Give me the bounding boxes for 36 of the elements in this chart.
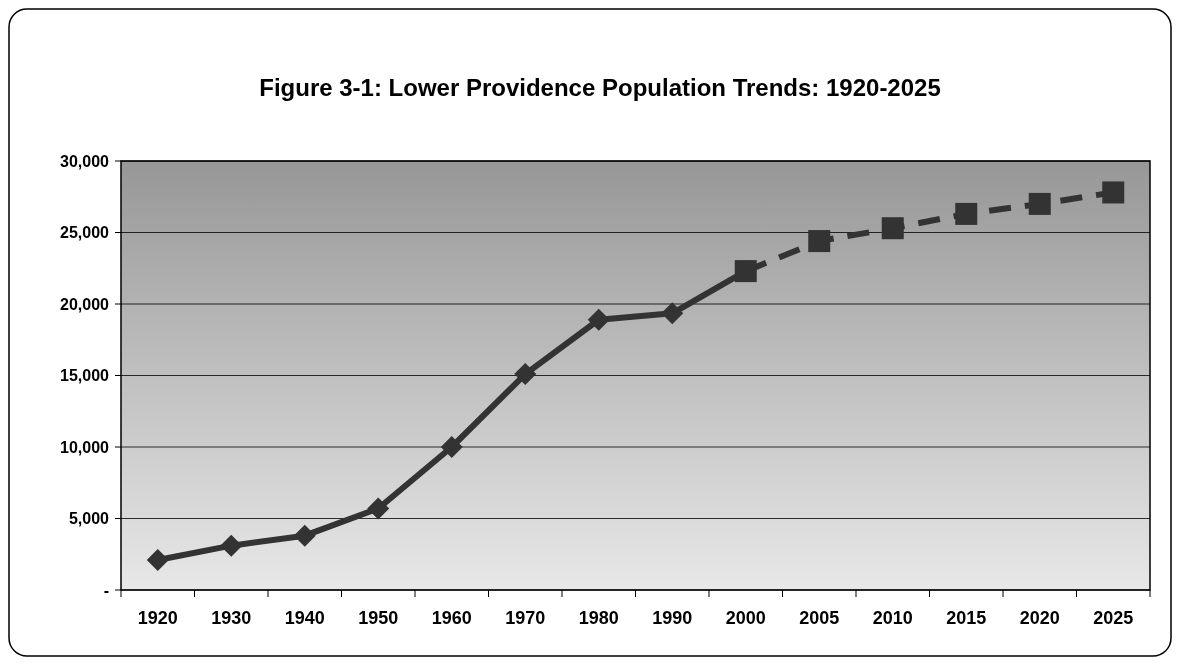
x-tick-label: 2025 <box>1093 608 1134 628</box>
x-tick-label: 1920 <box>137 608 178 628</box>
point <box>514 363 537 386</box>
y-tick-label: 10,000 <box>60 438 110 456</box>
y-tick-label: 30,000 <box>60 152 110 170</box>
y-tick-label: 5,000 <box>68 510 110 528</box>
x-tick-label: 1970 <box>505 608 546 628</box>
x-tick-label: 2005 <box>799 608 840 628</box>
point <box>661 302 684 325</box>
point <box>955 202 978 225</box>
point <box>440 436 463 458</box>
x-tick-label: 2020 <box>1019 608 1060 628</box>
x-tick-label: 2000 <box>725 608 766 628</box>
point <box>220 534 243 557</box>
x-tick-label: 1950 <box>358 608 399 628</box>
x-tick-label: 1980 <box>578 608 619 628</box>
y-tick-label: - <box>103 581 109 599</box>
point <box>367 497 390 520</box>
point <box>587 308 610 331</box>
y-tick-label: 25,000 <box>60 224 110 242</box>
y-tick-label: 15,000 <box>60 367 110 385</box>
point <box>293 524 316 547</box>
x-tick-label: 1960 <box>431 608 472 628</box>
x-tick-label: 2015 <box>946 608 987 628</box>
x-tick-label: 1990 <box>652 608 693 628</box>
chart-title: Figure 3-1: Lower Providence Population Trends: 1920-2025 <box>259 74 941 101</box>
y-tick-label: 20,000 <box>60 295 110 313</box>
point <box>881 217 904 240</box>
x-tick-label: 1940 <box>284 608 325 628</box>
point <box>146 548 169 571</box>
point <box>734 260 757 283</box>
point <box>808 230 831 253</box>
point <box>1028 192 1051 215</box>
x-tick-label: 1930 <box>211 608 252 628</box>
x-tick-label: 2010 <box>872 608 913 628</box>
point <box>1102 181 1125 204</box>
